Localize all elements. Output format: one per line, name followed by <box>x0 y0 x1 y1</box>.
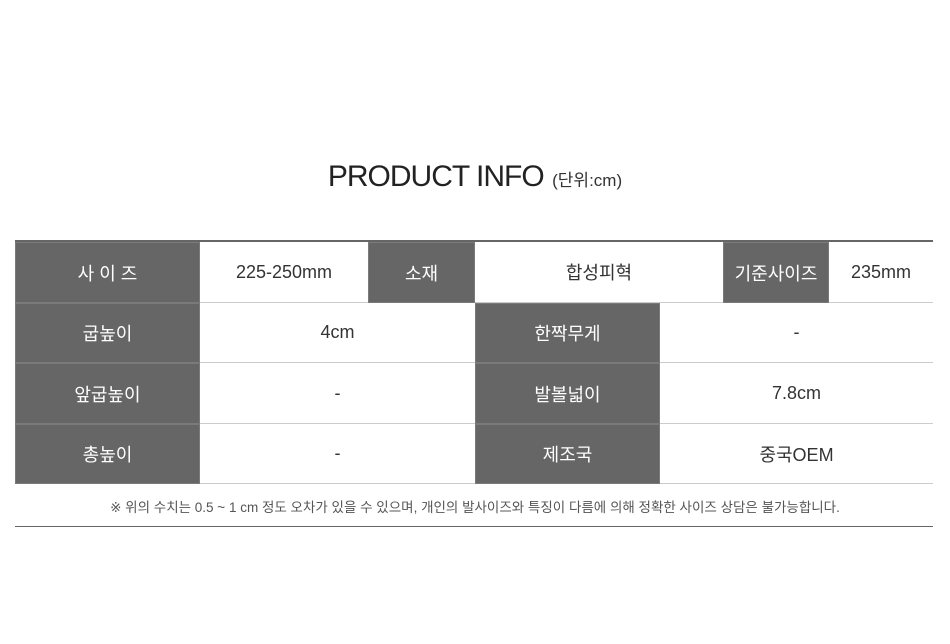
heel-height-value: 4cm <box>200 303 475 363</box>
size-value: 225-250mm <box>200 242 368 303</box>
disclaimer-note: ※ 위의 수치는 0.5 ~ 1 cm 정도 오차가 있을 수 있으며, 개인의… <box>110 500 840 515</box>
base-size-value: 235mm <box>829 242 933 303</box>
weight-value: - <box>660 303 933 363</box>
front-heel-value: - <box>200 363 475 424</box>
total-height-value: - <box>200 424 475 484</box>
size-label: 사 이 즈 <box>15 242 200 303</box>
foot-width-value: 7.8cm <box>660 363 933 424</box>
material-label: 소재 <box>368 242 475 303</box>
base-size-label: 기준사이즈 <box>723 242 829 303</box>
total-height-label: 총높이 <box>15 424 200 484</box>
origin-label: 제조국 <box>475 424 660 484</box>
origin-value: 중국OEM <box>660 424 933 484</box>
heel-height-label: 굽높이 <box>15 303 200 363</box>
title-main: PRODUCT INFO <box>327 160 545 193</box>
table-top-divider <box>15 240 933 242</box>
title-unit: (단위:cm) <box>552 171 623 190</box>
foot-width-label: 발볼넓이 <box>475 363 660 424</box>
front-heel-label: 앞굽높이 <box>15 363 200 424</box>
page-title: PRODUCT INFO (단위:cm) <box>0 160 950 194</box>
table-bottom-divider <box>15 526 933 527</box>
weight-label: 한짝무게 <box>475 303 660 363</box>
material-value: 합성피혁 <box>475 242 723 303</box>
